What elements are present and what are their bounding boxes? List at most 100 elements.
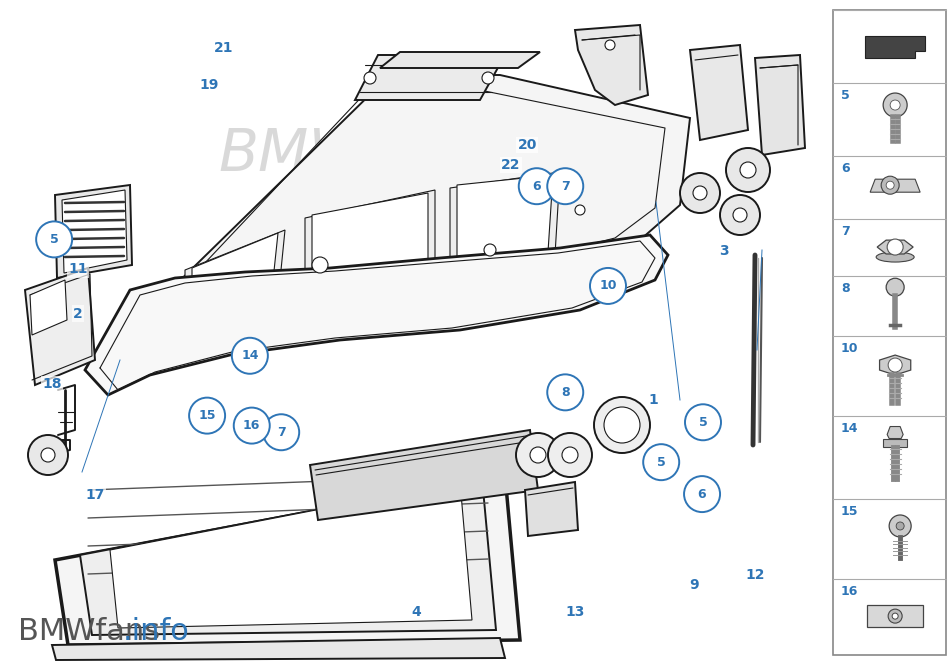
Polygon shape	[30, 280, 67, 335]
Text: BMWfans: BMWfans	[18, 618, 161, 646]
Text: 13: 13	[565, 604, 584, 619]
Polygon shape	[690, 45, 748, 140]
Circle shape	[888, 609, 902, 623]
Ellipse shape	[876, 252, 914, 262]
Text: 7: 7	[560, 180, 570, 193]
Circle shape	[547, 168, 583, 204]
Polygon shape	[865, 36, 925, 58]
Circle shape	[605, 40, 615, 50]
Text: .info: .info	[494, 126, 622, 184]
Polygon shape	[192, 233, 278, 340]
Circle shape	[232, 338, 268, 374]
Polygon shape	[355, 55, 505, 100]
Polygon shape	[55, 185, 132, 278]
Polygon shape	[312, 193, 428, 300]
Circle shape	[575, 205, 585, 215]
Text: 14: 14	[841, 422, 859, 435]
Polygon shape	[380, 52, 540, 68]
Polygon shape	[525, 482, 578, 536]
Text: 6: 6	[841, 162, 849, 176]
Circle shape	[693, 186, 707, 200]
Text: 9: 9	[690, 578, 699, 593]
Circle shape	[685, 404, 721, 440]
Circle shape	[882, 176, 899, 194]
Text: 16: 16	[841, 585, 859, 598]
Text: 12: 12	[746, 568, 765, 583]
Text: 15: 15	[199, 409, 216, 422]
Circle shape	[888, 358, 902, 372]
Circle shape	[604, 407, 640, 443]
Polygon shape	[310, 430, 538, 520]
Polygon shape	[305, 190, 435, 305]
Circle shape	[720, 195, 760, 235]
Text: 8: 8	[841, 282, 849, 295]
Polygon shape	[884, 438, 907, 446]
Circle shape	[547, 374, 583, 410]
Text: 10: 10	[599, 279, 617, 293]
Text: 2: 2	[73, 307, 83, 321]
Polygon shape	[867, 605, 923, 627]
Circle shape	[643, 444, 679, 480]
Circle shape	[889, 515, 911, 537]
Text: 16: 16	[243, 419, 260, 432]
Polygon shape	[457, 175, 553, 274]
Polygon shape	[25, 268, 95, 385]
Text: 19: 19	[200, 78, 219, 92]
Circle shape	[562, 447, 578, 463]
Circle shape	[28, 435, 68, 475]
Circle shape	[189, 398, 225, 434]
Polygon shape	[80, 478, 496, 635]
Text: 5: 5	[698, 416, 708, 429]
Circle shape	[36, 221, 72, 257]
Circle shape	[41, 448, 55, 462]
Polygon shape	[185, 230, 285, 345]
Circle shape	[886, 181, 894, 190]
Circle shape	[234, 408, 270, 444]
Text: 5: 5	[841, 89, 849, 102]
Circle shape	[740, 162, 756, 178]
Polygon shape	[880, 355, 911, 375]
Text: 8: 8	[560, 386, 570, 399]
Polygon shape	[877, 240, 913, 254]
Circle shape	[884, 93, 907, 117]
Polygon shape	[52, 638, 505, 660]
Text: 11: 11	[68, 262, 87, 277]
Polygon shape	[62, 190, 127, 273]
Circle shape	[364, 72, 376, 84]
Circle shape	[684, 476, 720, 512]
Text: 6: 6	[697, 487, 707, 501]
Text: 6: 6	[532, 180, 541, 193]
Circle shape	[548, 433, 592, 477]
Text: 10: 10	[841, 342, 859, 355]
Text: 3: 3	[719, 244, 729, 259]
Circle shape	[886, 278, 904, 296]
Circle shape	[890, 100, 901, 110]
Text: 18: 18	[43, 377, 62, 392]
Text: 15: 15	[841, 505, 859, 518]
Circle shape	[482, 72, 494, 84]
Circle shape	[519, 168, 555, 204]
Circle shape	[726, 148, 770, 192]
Polygon shape	[575, 25, 648, 105]
Text: 5: 5	[656, 456, 666, 469]
Polygon shape	[887, 426, 903, 438]
Text: .info: .info	[123, 618, 190, 646]
Text: 1: 1	[649, 393, 658, 408]
Circle shape	[892, 613, 898, 619]
Text: 20: 20	[518, 138, 537, 152]
Text: 7: 7	[841, 225, 849, 239]
Polygon shape	[148, 75, 690, 320]
Polygon shape	[110, 482, 472, 628]
Circle shape	[530, 447, 546, 463]
Circle shape	[312, 257, 328, 273]
Circle shape	[733, 208, 747, 222]
Text: 7: 7	[276, 426, 286, 439]
Text: 4: 4	[411, 604, 421, 619]
Circle shape	[484, 244, 496, 256]
Polygon shape	[870, 179, 921, 192]
Circle shape	[594, 397, 650, 453]
Text: 5: 5	[49, 233, 59, 246]
Circle shape	[680, 173, 720, 213]
Circle shape	[516, 433, 560, 477]
Polygon shape	[55, 475, 520, 645]
